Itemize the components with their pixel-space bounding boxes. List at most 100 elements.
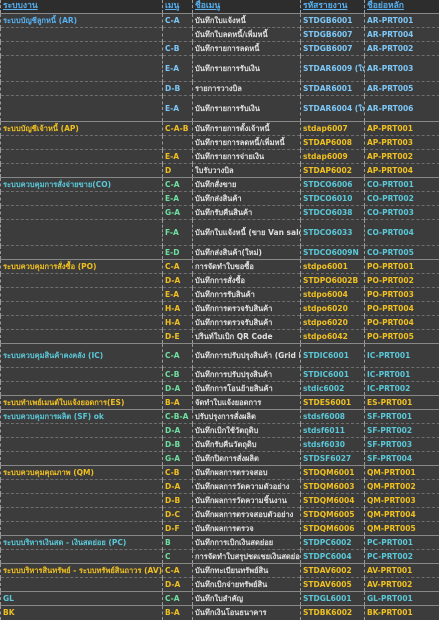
menu-cell[interactable]: D-C [163, 508, 193, 522]
short-name-cell[interactable]: PC-PRT002 [365, 550, 439, 564]
menu-cell[interactable] [163, 136, 193, 150]
menu-name-cell[interactable]: บันทึกรายการตั้งเจ้าหนี้ [193, 122, 301, 136]
report-code-cell[interactable]: stdic6002 [301, 382, 365, 396]
short-name-cell[interactable]: QM-PRT003 [365, 494, 439, 508]
short-name-cell[interactable]: AP-PRT002 [365, 150, 439, 164]
menu-name-cell[interactable]: บันทึกการโอนย้ายสินค้า [193, 382, 301, 396]
short-name-cell[interactable]: SF-PRT004 [365, 452, 439, 466]
menu-cell[interactable]: C-B [163, 42, 193, 56]
menu-name-cell[interactable]: บันทึกใบลดหนี้/เพิ่มหนี้ [193, 28, 301, 42]
report-code-cell[interactable]: STDAV6002 [301, 564, 365, 578]
menu-name-cell[interactable]: ใบรับวางบิล [193, 164, 301, 178]
report-code-cell[interactable]: STDAP6002 [301, 164, 365, 178]
menu-cell[interactable]: E-A [163, 56, 193, 82]
report-code-cell[interactable]: STDAR6001 [301, 82, 365, 96]
menu-cell[interactable]: D-B [163, 82, 193, 96]
short-name-cell[interactable]: AV-PRT001 [365, 564, 439, 578]
short-name-cell[interactable]: SF-PRT003 [365, 438, 439, 452]
report-code-cell[interactable]: STDQM6003 [301, 480, 365, 494]
short-name-cell[interactable]: AP-PRT001 [365, 122, 439, 136]
menu-name-cell[interactable]: การจัดทำใบสรุปชดเชยเงินสดย่อย [193, 550, 301, 564]
short-name-cell[interactable]: IC-PRT002 [365, 382, 439, 396]
report-code-cell[interactable]: STDAP6008 [301, 136, 365, 150]
menu-cell[interactable]: C-B-A [163, 410, 193, 424]
system-cell[interactable] [1, 220, 163, 246]
short-name-cell[interactable]: SF-PRT001 [365, 410, 439, 424]
short-name-cell[interactable]: SF-PRT002 [365, 424, 439, 438]
menu-name-cell[interactable]: บันทึกการเบิกเงินสดย่อย [193, 536, 301, 550]
short-name-cell[interactable]: IC-PRT001 [365, 344, 439, 368]
menu-name-cell[interactable]: บันทึกสั่งขาย [193, 178, 301, 192]
system-cell[interactable] [1, 96, 163, 122]
system-cell[interactable] [1, 56, 163, 82]
report-code-cell[interactable]: STDQM6004 [301, 494, 365, 508]
report-code-cell[interactable]: stdpo6020 [301, 302, 365, 316]
report-code-cell[interactable]: STDGB6007 [301, 28, 365, 42]
menu-name-cell[interactable]: บันทึกเงินโอนธนาคาร [193, 606, 301, 620]
system-cell[interactable] [1, 28, 163, 42]
menu-cell[interactable] [163, 28, 193, 42]
report-code-cell[interactable]: STDCO6009N [301, 246, 365, 260]
short-name-cell[interactable]: PO-PRT003 [365, 288, 439, 302]
system-cell[interactable] [1, 480, 163, 494]
system-cell[interactable] [1, 150, 163, 164]
menu-cell[interactable]: B [163, 536, 193, 550]
menu-cell[interactable]: C-A [163, 592, 193, 606]
menu-name-cell[interactable]: ปรินท์ใบเบิก QR Code [193, 330, 301, 344]
header-system[interactable]: ระบบงาน [1, 0, 163, 14]
report-code-cell[interactable]: STDQM6001 [301, 466, 365, 480]
menu-name-cell[interactable]: บันทึกผลการตรวจ [193, 522, 301, 536]
system-cell[interactable]: ระบบควบคุมสินค้าคงคลัง (IC) [1, 344, 163, 368]
menu-name-cell[interactable]: บันทึกผลการวัดความชิ้นงาน [193, 494, 301, 508]
report-code-cell[interactable]: stdap6009 [301, 150, 365, 164]
short-name-cell[interactable]: PC-PRT001 [365, 536, 439, 550]
menu-name-cell[interactable]: บันทึกการรับสินค้า [193, 288, 301, 302]
system-cell[interactable] [1, 206, 163, 220]
menu-cell[interactable]: C-A [163, 260, 193, 274]
short-name-cell[interactable]: AR-PRT004 [365, 28, 439, 42]
system-cell[interactable] [1, 368, 163, 382]
system-cell[interactable]: ระบบควบคุมการสั่งซื้อ (PO) [1, 260, 163, 274]
system-cell[interactable] [1, 42, 163, 56]
short-name-cell[interactable]: IC-PRT001 [365, 368, 439, 382]
report-code-cell[interactable]: stdpo6004 [301, 288, 365, 302]
report-code-cell[interactable]: stdpo6042 [301, 330, 365, 344]
menu-name-cell[interactable]: บันทึกส่งสินค้า [193, 192, 301, 206]
menu-cell[interactable]: G-A [163, 452, 193, 466]
short-name-cell[interactable]: CO-PRT004 [365, 220, 439, 246]
system-cell[interactable]: ระบบควบคุมการสั่งจ่ายขาย(CO) [1, 178, 163, 192]
menu-cell[interactable]: H-A [163, 316, 193, 330]
menu-name-cell[interactable]: บันทึกรายการรับเงิน [193, 96, 301, 122]
report-code-cell[interactable]: stdsf6008 [301, 410, 365, 424]
menu-cell[interactable]: E-A [163, 288, 193, 302]
short-name-cell[interactable]: QM-PRT005 [365, 522, 439, 536]
report-code-cell[interactable]: STDCO6038 [301, 206, 365, 220]
menu-cell[interactable]: C-A [163, 344, 193, 368]
menu-cell[interactable]: G-A [163, 206, 193, 220]
report-code-cell[interactable]: STDAR6009 (ใบสำคัญรับ) [301, 56, 365, 82]
menu-name-cell[interactable]: บันทึกผลการวัดความตัวอย่าง [193, 480, 301, 494]
report-code-cell[interactable]: STDPO6002B [301, 274, 365, 288]
short-name-cell[interactable]: ES-PRT001 [365, 396, 439, 410]
menu-cell[interactable]: E-A [163, 192, 193, 206]
menu-name-cell[interactable]: บันทึกปิดการสั่งผลิต [193, 452, 301, 466]
menu-cell[interactable]: D-A [163, 274, 193, 288]
report-code-cell[interactable]: stdpo6001 [301, 260, 365, 274]
menu-name-cell[interactable]: จัดทำใบแจ้งยอดการ [193, 396, 301, 410]
menu-cell[interactable]: B-A [163, 396, 193, 410]
system-cell[interactable]: ระบบทำเพย์เมนต์ใบแจ้งยอดการ(ES) [1, 396, 163, 410]
menu-cell[interactable]: C [163, 550, 193, 564]
system-cell[interactable] [1, 288, 163, 302]
short-name-cell[interactable]: PO-PRT001 [365, 260, 439, 274]
short-name-cell[interactable]: QM-PRT002 [365, 480, 439, 494]
menu-cell[interactable]: D-A [163, 578, 193, 592]
menu-name-cell[interactable]: บันทึกการตรวจรับสินค้า [193, 302, 301, 316]
menu-cell[interactable]: D-F [163, 522, 193, 536]
system-cell[interactable] [1, 494, 163, 508]
report-code-cell[interactable]: STDGL6001 [301, 592, 365, 606]
report-code-cell[interactable]: STDBK6002 [301, 606, 365, 620]
short-name-cell[interactable]: PO-PRT004 [365, 316, 439, 330]
menu-name-cell[interactable]: บันทึกส่งสินค้า(ใหม่) [193, 246, 301, 260]
menu-name-cell[interactable]: บันทึกการปรับปรุงสินค้า (Grid Format) [193, 344, 301, 368]
system-cell[interactable] [1, 424, 163, 438]
